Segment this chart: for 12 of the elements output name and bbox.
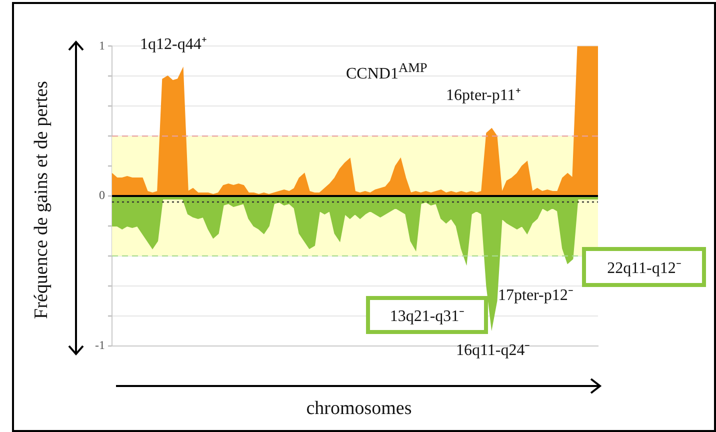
annotation: CCND1$^{AMP}$ xyxy=(346,60,428,84)
y-tick-label: -1 xyxy=(94,338,105,352)
annotation: 17pter-p12⁻ xyxy=(498,286,573,305)
y-tick-label: 1 xyxy=(98,38,105,52)
annotation: 16q11-q24⁻ xyxy=(456,341,530,360)
y-tick-label: 0 xyxy=(98,188,105,202)
y-axis-title: Fréquence de gains et de pertes xyxy=(31,81,53,319)
annotation: 1q12-q44⁺ xyxy=(140,35,206,54)
text: 22q11-q12⁻ xyxy=(582,247,706,287)
annotation: 13q21-q31⁻ xyxy=(366,296,488,334)
x-axis-title: chromosomes xyxy=(305,398,413,420)
annotation: 16pter-p11⁺ xyxy=(446,86,520,105)
